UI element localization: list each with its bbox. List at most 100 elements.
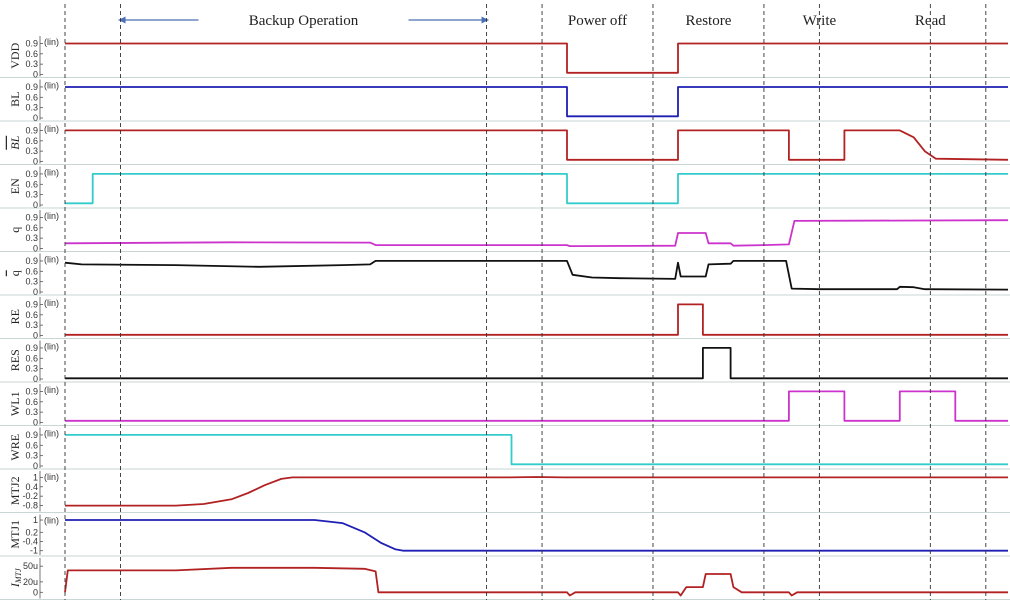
tick-label: 0 [33,418,38,428]
tick-label: 0 [33,244,38,254]
lane-2: BL0.90.60.30 (lin) [0,123,1010,167]
tick-label: 0.9 [25,82,38,92]
tick-label: 0.9 [25,256,38,266]
waveform-trace [65,173,1008,205]
scale-tag: (lin) [44,255,59,265]
scale-tag: (lin) [44,342,59,352]
tick-label: 1 [33,472,38,482]
tick-label: 0.6 [25,179,38,189]
signal-lanes: VDD 0.90.60.30(lin)BL0.90.60.30(lin)BL0.9… [0,36,1010,600]
tick-label: 0 [33,200,38,210]
lane-label: EN [8,178,22,194]
lane-label: MTJ2 [8,476,22,505]
scale-tag: (lin) [44,211,59,221]
tick-label: 0.3 [25,190,38,200]
scale-tag: (lin) [44,81,59,91]
lane-11: MTJ1 1 0.2-0.4-1 (lin) [0,514,1010,557]
tick-label: 0.4 [25,482,38,492]
tick-label: 0.9 [25,299,38,309]
lane-label: MTJ1 [8,520,22,549]
phase-label-0: Backup Operation [249,13,359,29]
tick-label: 0 [33,461,38,471]
tick-label: 0 [33,331,38,341]
tick-label: 0.6 [25,92,38,102]
scale-tag: (lin) [44,516,59,526]
tick-label: 0.9 [25,38,38,48]
tick-label: 0.3 [25,364,38,374]
lane-label: BL [8,92,22,107]
waveform-trace [65,434,1008,466]
tick-label: -1 [30,546,38,556]
scale-tag: (lin) [44,472,59,482]
scale-tag: (lin) [44,298,59,308]
tick-label: 0.9 [25,125,38,135]
lane-6: RE0.90.60.30 (lin) [0,297,1010,341]
tick-label: 0.2 [25,527,38,537]
lane-label: VDD [8,42,22,68]
lane-8: WL1 0.90.60.30 (lin) [0,384,1010,428]
tick-label: 0.3 [25,103,38,113]
tick-label: 0 [33,287,38,297]
tick-label: -0.8 [22,501,38,511]
tick-label: 0.9 [25,386,38,396]
waveform-trace [65,347,1008,380]
waveform-trace [65,42,1008,74]
tick-label: 0 [33,587,38,597]
lane-0: VDD 0.90.60.30 (lin) [0,36,1010,80]
tick-label: 0 [33,374,38,384]
tick-label: 0.9 [25,430,38,440]
lane-5: q0.90.60.30 (lin) [0,253,1010,297]
lane-9: WRE 0.90.60.30 (lin) [0,427,1010,471]
phase-label-2: Restore [686,13,732,29]
tick-label: 0.6 [25,397,38,407]
tick-label: 0.9 [25,212,38,222]
lane-10: MTJ2 10.4-0.2-0.8 (lin) [0,471,1010,513]
tick-label: 0 [33,113,38,123]
tick-label: 0.3 [25,59,38,69]
lane-4: q0.90.60.30 (lin) [0,210,1010,254]
lane-label: RES [8,349,22,371]
waveform-trace [65,519,1008,552]
tick-label: 50u [23,561,38,571]
phase-header: Backup Operation Power off Restore Write Rea… [118,13,946,29]
waveform-trace [65,390,1008,422]
lane-label: RE [8,309,22,324]
tick-label: 0.3 [25,277,38,287]
waveform-trace [64,219,1009,247]
scale-tag: (lin) [44,385,59,395]
lane-label-sub: MTJ [14,568,23,584]
waveform-trace [65,129,1009,161]
scale-tag: (lin) [44,124,59,134]
waveform-trace [65,303,1008,336]
tick-label: 1 [33,515,38,525]
tick-label: 0.6 [25,223,38,233]
tick-label: 0.3 [25,233,38,243]
tick-label: 0.9 [25,169,38,179]
tick-label: 0.3 [25,146,38,156]
waveform-trace [64,566,1008,597]
waveform-trace [65,86,1008,118]
time-markers [64,4,987,600]
tick-label: 0.3 [25,451,38,461]
lane-label: IMTJ [8,568,23,588]
lane-label: q [8,227,22,233]
tick-label: 0.6 [25,440,38,450]
tick-label: 0.9 [25,343,38,353]
lane-label: WL1 [8,391,22,416]
tick-label: 0.3 [25,407,38,417]
lane-label: BL [8,135,22,149]
tick-label: 0 [33,157,38,167]
lane-label: WRE [8,434,22,461]
scale-tag: (lin) [44,168,59,178]
tick-label: -0.2 [22,491,38,501]
tick-label: 0 [33,70,38,80]
tick-label: 20u [23,577,38,587]
phase-arrowhead-left [118,16,126,24]
tick-label: 0.3 [25,320,38,330]
tick-label: 0.6 [25,353,38,363]
tick-label: -0.4 [22,537,38,547]
lane-label: q [8,270,22,276]
tick-label: 0.6 [25,310,38,320]
